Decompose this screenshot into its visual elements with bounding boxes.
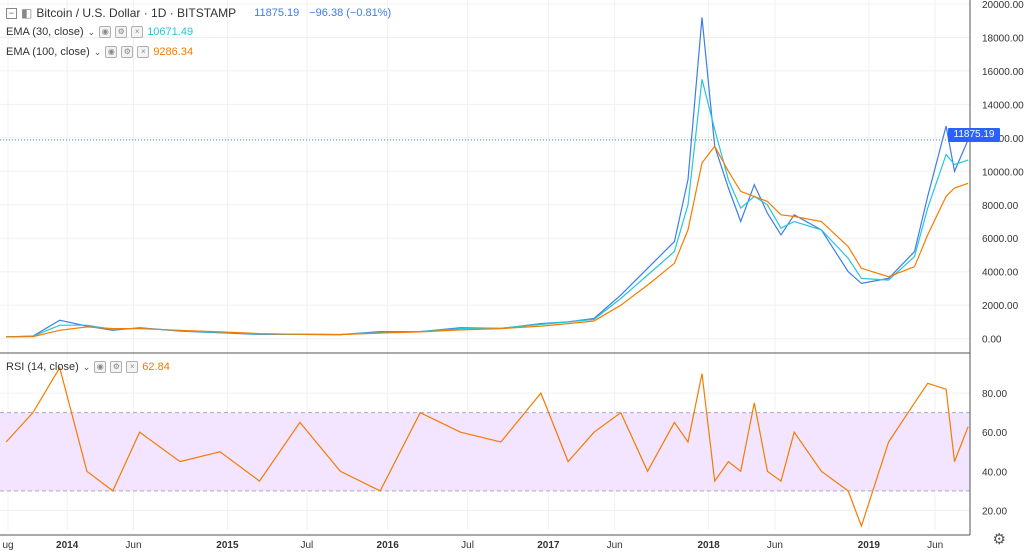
rsi-y-tick-label: 60.00 — [982, 428, 1007, 439]
y-tick-label: 0.00 — [982, 335, 1002, 346]
settings-icon[interactable]: ⚙ — [115, 26, 128, 38]
close-icon[interactable]: × — [131, 26, 144, 38]
y-tick-label: 10000.00 — [982, 167, 1024, 178]
gear-icon[interactable]: ⚙ — [992, 531, 1006, 548]
x-tick-label: 2014 — [56, 540, 79, 551]
x-tick-label: 2017 — [537, 540, 560, 551]
ema100-label[interactable]: EMA (100, close) — [6, 46, 90, 58]
last-price: 11875.19 — [254, 7, 300, 19]
chevron-down-icon[interactable]: ⌄ — [87, 26, 96, 37]
last-price-tag: 11875.19 — [948, 128, 1000, 142]
rsi-legend: RSI (14, close) ⌄ ◉ ⚙ × 62.84 — [6, 361, 170, 373]
chevron-down-icon[interactable]: ⌄ — [93, 46, 102, 57]
x-tick-label: 2016 — [377, 540, 400, 551]
series-layer — [5, 17, 969, 528]
chevron-down-icon[interactable]: ⌄ — [82, 361, 91, 372]
x-tick-label: Jun — [125, 540, 141, 551]
y-axis-labels: 0.00 2000.00 4000.00 6000.00 8000.00 10000.00… — [982, 0, 1024, 517]
price-series-line — [6, 17, 969, 338]
x-tick-label: 2018 — [697, 540, 720, 551]
ema30-series-line — [6, 79, 969, 338]
rsi-series-line — [5, 366, 969, 528]
eye-icon[interactable]: ◉ — [94, 361, 107, 373]
rsi-label[interactable]: RSI (14, close) — [6, 361, 79, 373]
y-tick-label: 6000.00 — [982, 234, 1019, 245]
x-axis-labels: ug 2014 Jun 2015 Jul 2016 Jul 2017 Jun 2018 Jun 201… — [2, 540, 943, 551]
ema30-label[interactable]: EMA (30, close) — [6, 26, 84, 38]
y-tick-label: 18000.00 — [982, 33, 1024, 44]
close-icon[interactable]: × — [126, 361, 139, 373]
x-tick-label: 2019 — [858, 540, 881, 551]
settings-icon[interactable]: ⚙ — [121, 46, 134, 58]
eye-icon[interactable]: ◉ — [105, 46, 118, 58]
ema100-value: 9286.34 — [153, 46, 194, 58]
x-tick-label: Jul — [300, 540, 313, 551]
settings-icon[interactable]: ⚙ — [110, 361, 123, 373]
rsi-y-tick-label: 40.00 — [982, 467, 1007, 478]
rsi-value: 62.84 — [142, 361, 170, 373]
rsi-band — [0, 412, 970, 491]
y-tick-label: 14000.00 — [982, 100, 1024, 111]
close-icon[interactable]: × — [137, 46, 150, 58]
x-tick-label: Jun — [927, 540, 943, 551]
y-tick-label: 2000.00 — [982, 301, 1019, 312]
y-tick-label: 8000.00 — [982, 201, 1019, 212]
eye-icon[interactable]: ◉ — [99, 26, 112, 38]
ema30-value: 10671.49 — [147, 26, 194, 38]
collapse-icon[interactable]: − — [6, 7, 17, 19]
symbol-icon: ◧ — [21, 6, 33, 20]
main-legend: − ◧ Bitcoin / U.S. Dollar · 1D · BITSTAM… — [6, 6, 391, 20]
x-tick-label: Jun — [607, 540, 623, 551]
ema100-series-line — [6, 145, 969, 338]
x-tick-label: Jun — [767, 540, 783, 551]
y-tick-label: 4000.00 — [982, 268, 1019, 279]
ema100-legend: EMA (100, close) ⌄ ◉ ⚙ × 9286.34 — [6, 46, 193, 58]
ema30-legend: EMA (30, close) ⌄ ◉ ⚙ × 10671.49 — [6, 26, 193, 38]
price-change: −96.38 (−0.81%) — [309, 7, 392, 19]
symbol-title[interactable]: Bitcoin / U.S. Dollar · 1D · BITSTAMP — [36, 6, 237, 20]
y-tick-label: 16000.00 — [982, 67, 1024, 78]
y-tick-label: 20000.00 — [982, 0, 1024, 11]
rsi-y-tick-label: 80.00 — [982, 389, 1007, 400]
x-tick-label: ug — [2, 540, 13, 551]
x-tick-label: Jul — [461, 540, 474, 551]
y-tick-label: 12000.00 — [982, 134, 1024, 145]
rsi-y-tick-label: 20.00 — [982, 506, 1007, 517]
x-tick-label: 2015 — [216, 540, 239, 551]
